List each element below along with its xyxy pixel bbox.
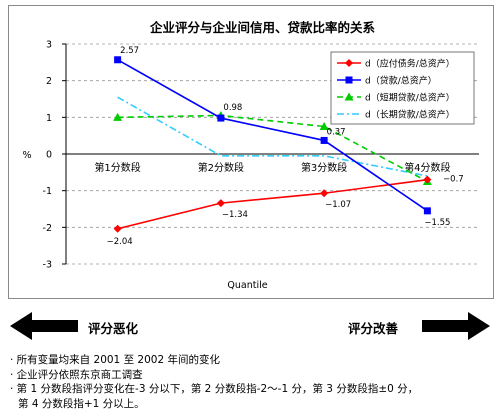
legend-marker — [345, 59, 353, 67]
left-arrow-icon — [10, 312, 78, 340]
data-label: −1.55 — [424, 218, 450, 228]
x-category-label: 第4分数段 — [404, 161, 450, 174]
data-label: −2.04 — [107, 237, 133, 247]
data-point — [217, 114, 225, 122]
legend-label: d（贷款/总资产） — [365, 75, 437, 87]
data-label: −0.7 — [443, 175, 464, 185]
note-item: · 第 1 分数段指评分变化在-3 分以下，第 2 分数段指-2～-1 分，第 … — [10, 383, 419, 395]
y-axis-label: % — [22, 150, 31, 161]
x-category-label: 第2分数段 — [198, 161, 244, 174]
note-item: 第 4 分数段指+1 分以上。 — [18, 397, 145, 410]
y-tick-label: 3 — [46, 40, 52, 51]
x-category-label: 第3分数段 — [301, 161, 347, 174]
note-item: · 所有变量均来自 2001 至 2002 年间的变化 — [10, 354, 220, 366]
data-point — [114, 56, 122, 64]
y-tick-label: 1 — [46, 113, 52, 124]
data-point — [423, 207, 431, 215]
score-improving-label: 评分改善 — [348, 321, 399, 336]
chart-frame: 企业评分与企业间信用、贷款比率的关系 3 2 1 0 -1 -2 -3% 第1分数段 第2分数段 第… — [8, 5, 494, 299]
x-axis-label: Quantile — [227, 280, 267, 291]
data-point — [216, 199, 225, 208]
chart-svg: 企业评分与企业间信用、贷款比率的关系 3 2 1 0 -1 -2 -3% 第1分数段 第2分数段 第… — [22, 20, 479, 291]
data-point — [423, 175, 432, 184]
score-worsening-label: 评分恶化 — [88, 321, 139, 336]
arrow-graphics — [10, 312, 490, 340]
data-point — [319, 122, 329, 130]
data-point — [320, 189, 329, 198]
legend-label: d（应付债务/总资产） — [365, 58, 455, 70]
series-line — [117, 178, 428, 230]
data-point — [113, 112, 123, 121]
data-label: 2.57 — [120, 46, 139, 56]
data-label: −1.07 — [325, 200, 351, 210]
legend-label: d（短期贷款/总资产） — [365, 92, 455, 104]
score-arrow-row: 评分恶化 评分改善 — [8, 310, 492, 342]
legend-marker — [344, 92, 354, 101]
legend-label: d（长期贷款/总资产） — [365, 109, 455, 121]
data-point — [113, 224, 122, 233]
note-item: · 企业评分依照东京商工调查 — [10, 368, 143, 381]
series-line — [117, 96, 428, 177]
chart-title: 企业评分与企业间信用、贷款比率的关系 — [149, 20, 376, 35]
y-tick-label: -3 — [43, 260, 52, 271]
legend-marker — [345, 76, 353, 84]
notes: · 所有变量均来自 2001 至 2002 年间的变化 · 企业评分依照东京商工… — [10, 353, 494, 411]
data-label: 0.37 — [327, 127, 346, 137]
y-tick-label: 2 — [46, 76, 52, 87]
legend-box — [330, 51, 475, 125]
y-tick-label: 0 — [46, 150, 52, 161]
x-category-label: 第1分数段 — [94, 161, 140, 174]
right-arrow-icon — [422, 312, 490, 340]
y-tick-label: -2 — [43, 223, 52, 234]
y-tick-label: -1 — [43, 186, 52, 197]
series-line — [117, 114, 428, 183]
data-label: −1.34 — [222, 210, 248, 220]
data-label: 0.98 — [223, 103, 242, 113]
data-point — [320, 136, 328, 144]
series-line — [117, 59, 428, 212]
